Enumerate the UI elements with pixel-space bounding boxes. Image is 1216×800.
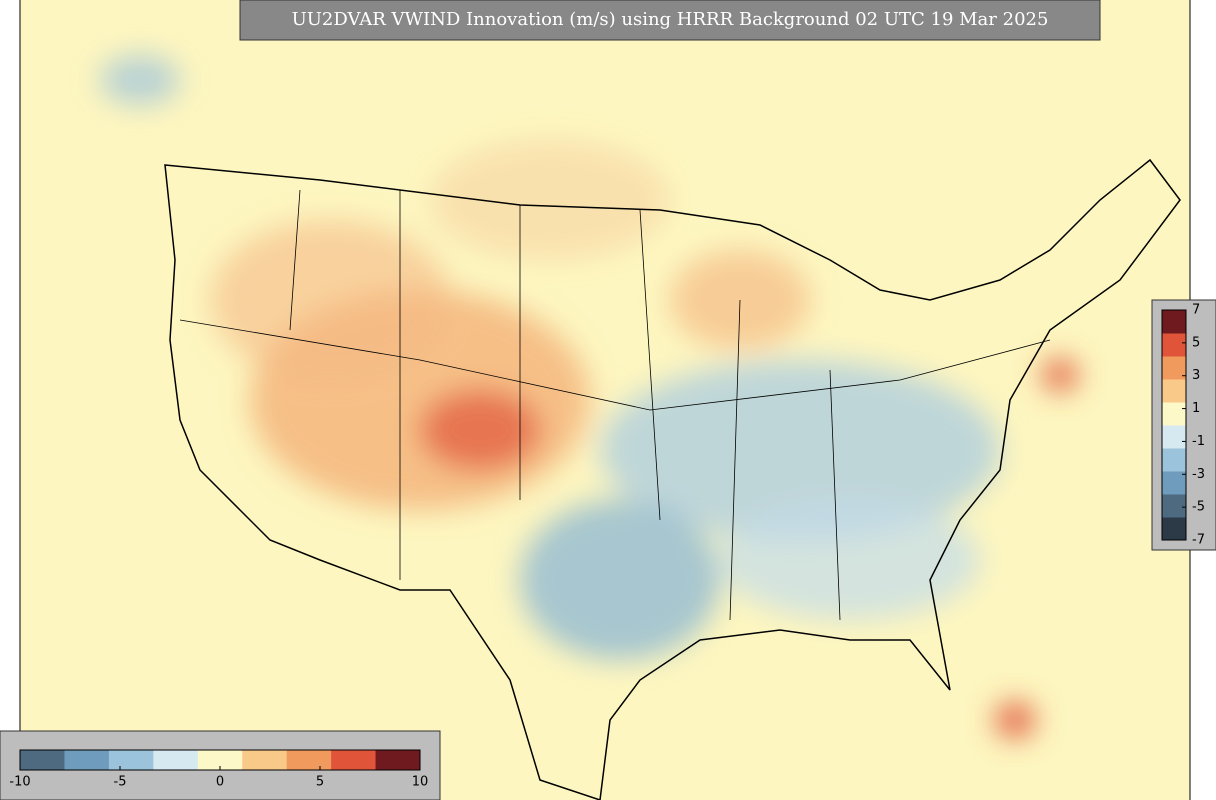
colorbar-segment bbox=[20, 750, 65, 770]
colorbar-segment bbox=[331, 750, 377, 770]
colorbar-frame bbox=[1161, 309, 1187, 541]
colorbar-tick-label: -7 bbox=[1192, 533, 1205, 548]
map-title: UU2DVAR VWIND Innovation (m/s) using HRR… bbox=[292, 9, 1049, 30]
colorbar-segment bbox=[1162, 379, 1186, 403]
title-box bbox=[239, 0, 1101, 41]
colorbar-segment bbox=[64, 750, 110, 770]
colorbar-segment bbox=[286, 750, 332, 770]
colorbar-tick-label: -1 bbox=[1192, 434, 1205, 449]
colorbar-segment bbox=[375, 750, 421, 770]
colorbar-segment bbox=[1162, 310, 1186, 334]
colorbar-tick-label: -5 bbox=[1192, 500, 1205, 515]
colorbar-tick-label: -10 bbox=[9, 775, 30, 790]
colorbar-segment bbox=[242, 750, 288, 770]
colorbar-tick-label: 10 bbox=[412, 775, 429, 790]
colorbar-tick-label: -3 bbox=[1192, 467, 1205, 482]
colorbar-segment bbox=[1162, 402, 1186, 426]
colorbar-segment bbox=[1162, 448, 1186, 472]
colorbar-segment bbox=[197, 750, 243, 770]
coastline bbox=[164, 158, 1181, 800]
colorbar-tick-label: 5 bbox=[316, 775, 324, 790]
colorbar-tick-label: 7 bbox=[1192, 303, 1200, 318]
state-borders bbox=[179, 189, 1051, 621]
colorbar-tick-label: 5 bbox=[1192, 335, 1200, 350]
colorbar-tick-label: 3 bbox=[1192, 368, 1200, 383]
colorbar-segment bbox=[1162, 517, 1186, 541]
colorbar-segment bbox=[153, 750, 199, 770]
colorbar-segment bbox=[1162, 425, 1186, 449]
colorbar-segment bbox=[1162, 494, 1186, 518]
colorbar-segment bbox=[1162, 356, 1186, 380]
colorbar-segment bbox=[108, 750, 154, 770]
colorbar-tick-label: 0 bbox=[216, 775, 224, 790]
colorbar-segment bbox=[1162, 333, 1186, 357]
colorbar-tick-label: 1 bbox=[1192, 401, 1200, 416]
colorbar-segment bbox=[1162, 471, 1186, 495]
colorbar-tick-label: -5 bbox=[114, 775, 127, 790]
